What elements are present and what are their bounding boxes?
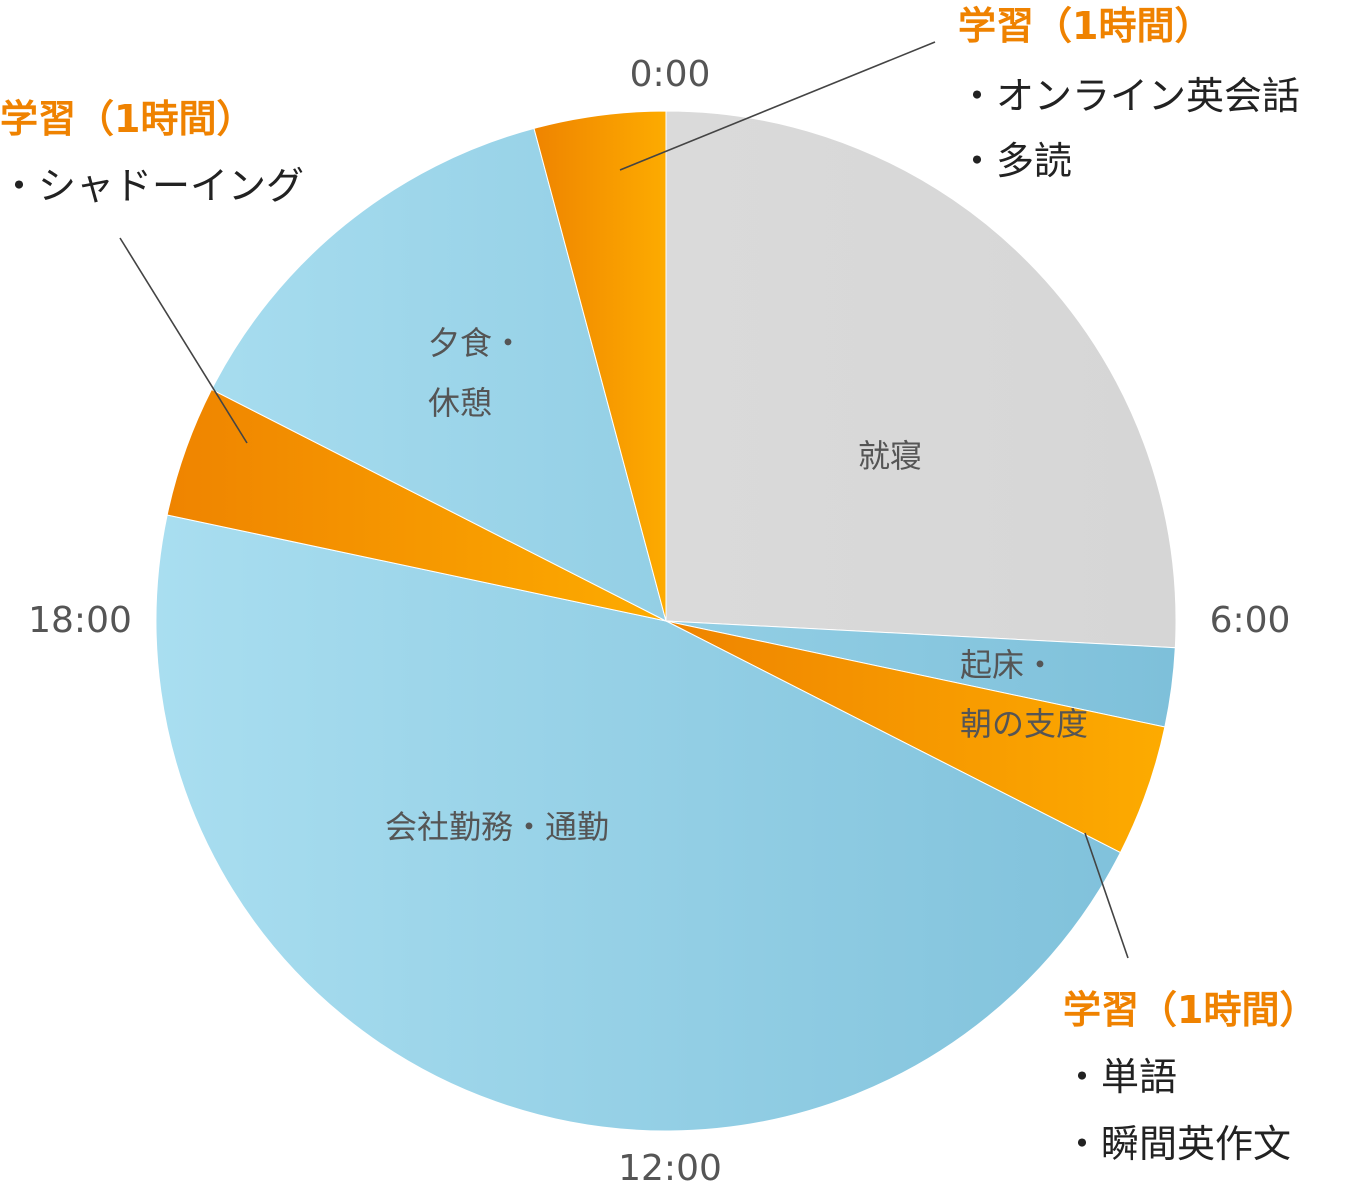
hour-label-12: 12:00: [618, 1148, 722, 1186]
slice-label-dinner-line1: 夕食・: [428, 324, 524, 362]
leader-line-study-3: [119, 237, 248, 444]
callout-2-item-2: ・瞬間英作文: [1063, 1122, 1291, 1166]
slice-label-morning-line2: 朝の支度: [960, 705, 1088, 743]
callout-1-item-1: ・オンライン英会話: [958, 74, 1300, 118]
slice-label-work: 会社勤務・通勤: [385, 808, 609, 846]
slice-sleep: [665, 110, 1177, 649]
callout-title-2: 学習（1時間）: [1063, 988, 1317, 1032]
slice-label-sleep: 就寝: [858, 437, 922, 475]
slice-label-morning-line1: 起床・: [960, 646, 1056, 684]
pie-slices: [155, 110, 1177, 1132]
hour-label-6: 6:00: [1210, 600, 1291, 641]
callout-3-item-1: ・シャドーイング: [0, 164, 304, 208]
callout-title-3: 学習（1時間）: [0, 97, 254, 141]
callout-title-1: 学習（1時間）: [958, 4, 1212, 48]
hour-label-0: 0:00: [630, 54, 711, 95]
leader-line-study-1: [619, 41, 936, 171]
slice-dinner: [210, 127, 667, 622]
slice-label-dinner-line2: 休憩: [428, 384, 492, 422]
callout-2-item-1: ・単語: [1063, 1055, 1177, 1099]
leader-line-study-2: [1084, 832, 1129, 959]
slice-work: [155, 514, 1122, 1132]
slice-study-night: [533, 110, 667, 622]
hour-label-18: 18:00: [28, 600, 132, 641]
callout-1-item-2: ・多読: [958, 139, 1072, 183]
